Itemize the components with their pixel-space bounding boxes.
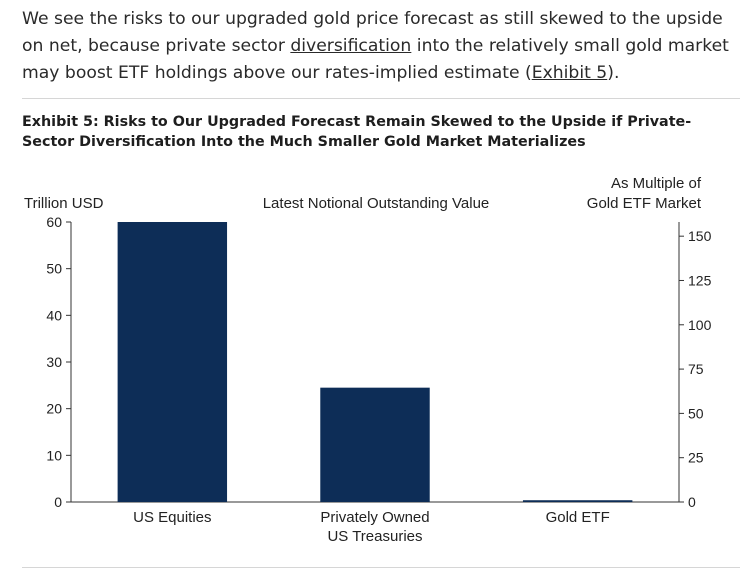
y2-axis-label-line1: As Multiple of: [611, 175, 702, 192]
y-tick-label: 10: [46, 447, 62, 463]
y2-tick-label: 50: [688, 405, 704, 421]
y-tick-label: 40: [46, 307, 62, 323]
exhibit-title: Exhibit 5: Risks to Our Upgraded Forecas…: [22, 114, 692, 150]
divider: [22, 567, 740, 568]
bar: [522, 500, 633, 502]
bar: [320, 387, 430, 502]
y2-tick-label: 150: [688, 228, 712, 244]
category-label: US Equities: [133, 509, 211, 526]
y-tick-label: 20: [46, 401, 62, 417]
y-tick-label: 50: [46, 261, 62, 277]
y-tick-label: 30: [46, 354, 62, 370]
divider: [22, 98, 740, 99]
intro-text: into the relatively small gold market ma…: [22, 36, 729, 83]
intro-text: ).: [607, 63, 620, 83]
exhibit-5-link[interactable]: Exhibit 5: [531, 63, 608, 83]
y-tick-label: 0: [54, 494, 62, 510]
y2-tick-label: 125: [688, 272, 712, 288]
y-axis-label: Trillion USD: [24, 195, 104, 212]
category-label: Privately Owned: [320, 509, 429, 526]
y2-tick-label: 100: [688, 317, 712, 333]
category-label: US Treasuries: [327, 528, 422, 545]
y2-axis-label-line2: Gold ETF Market: [587, 195, 702, 212]
y-tick-label: 60: [46, 214, 62, 230]
y2-tick-label: 25: [688, 450, 704, 466]
intro-text: We see the risks to our upgraded gold pr…: [22, 9, 723, 56]
bar: [117, 222, 228, 502]
category-label: Gold ETF: [546, 509, 610, 526]
y2-tick-label: 0: [688, 494, 696, 510]
diversification-link[interactable]: diversification: [290, 36, 412, 56]
chart-title: Latest Notional Outstanding Value: [263, 195, 490, 212]
intro-paragraph: We see the risks to our upgraded gold pr…: [22, 6, 742, 87]
y2-tick-label: 75: [688, 361, 704, 377]
